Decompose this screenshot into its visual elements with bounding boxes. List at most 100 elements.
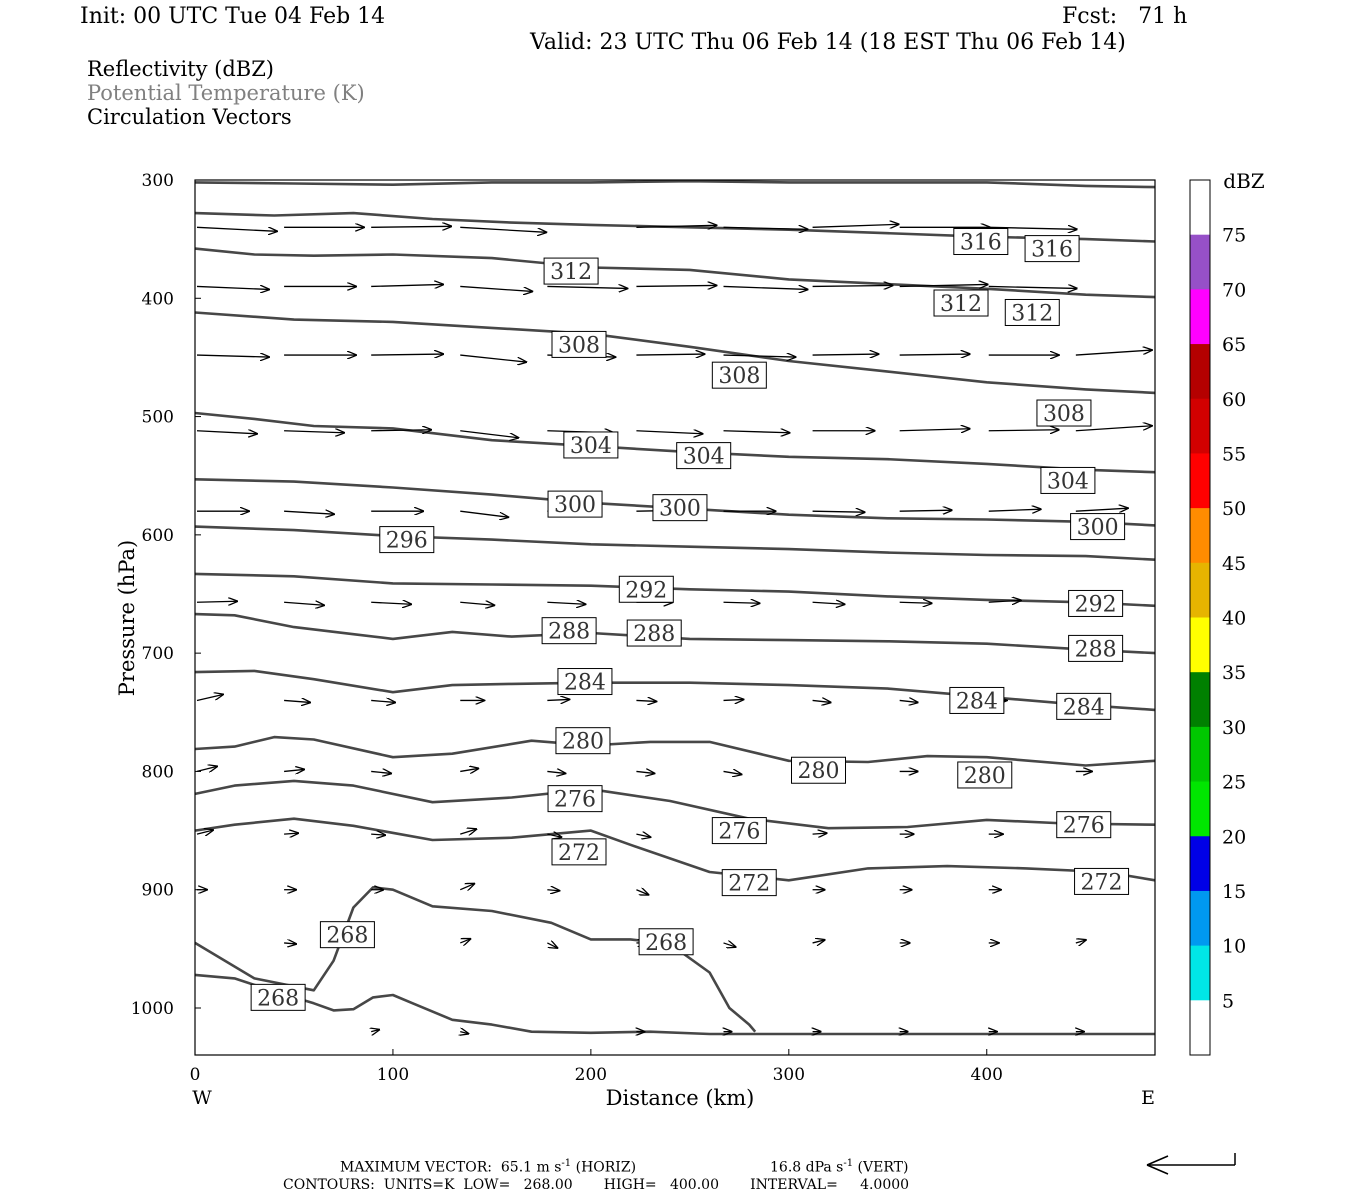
wind-vector [196,830,213,834]
colorbar-level-label: 55 [1222,443,1246,465]
wind-vector [284,769,304,771]
wind-vector [988,227,1077,229]
contour-label: 304 [563,431,619,459]
y-tick-label: 300 [142,171,174,191]
contour-label-text: 296 [386,529,428,554]
wind-vector [723,602,760,603]
wind-vector [547,286,627,288]
wind-vector [196,355,269,357]
wind-vector [547,890,559,891]
wind-vector [988,430,1059,431]
wind-vector [460,602,494,605]
contour-label-text: 284 [956,689,998,714]
wind-vector [371,771,391,773]
wind-vector [636,285,716,286]
contour-label: 308 [1036,399,1092,427]
contour-label: 284 [949,686,1005,714]
reflectivity-colorbar: 5 10 15 20 25 30 35 40 45 50 55 60 65 70 75 [1189,179,1246,1056]
theta-contour-line [194,247,1156,299]
theta-contour-line [194,735,1156,767]
wind-vector [196,226,277,231]
wind-vector [460,1032,468,1034]
contour-label: 312 [543,257,599,285]
colorbar-segment [1190,453,1210,509]
wind-vector [723,227,808,229]
colorbar-level-label: 15 [1222,881,1246,903]
wind-vector [371,354,443,355]
contour-label-text: 268 [257,986,299,1011]
wind-vector [899,429,970,431]
x-axis-west-label: W [192,1087,212,1109]
contour-label: 312 [1004,298,1060,326]
contour-label-text: 284 [564,671,606,696]
max-vector-text: MAXIMUM VECTOR: 65.1 m s-1 (HORIZ) [340,1158,636,1176]
wind-vector [723,286,808,289]
forecast-hour: Fcst: 71 h [1062,4,1188,29]
wind-vector [371,1030,379,1032]
theta-contour-line [194,779,1156,830]
contour-label-text: 312 [1011,301,1053,326]
contour-label: 308 [711,361,767,389]
contour-label: 280 [791,756,847,784]
wind-vector [196,431,257,434]
contours-info: CONTOURS: UNITS=K LOW= 268.00 HIGH= 400.… [283,1177,910,1193]
contour-labels: 316 316 312 312 312 308 308 308 304 304 304 300 300 3… [250,228,1130,1011]
colorbar-segment [1190,344,1210,400]
contour-label-text: 276 [718,820,760,845]
wind-vector [988,286,1077,288]
wind-vector [371,284,443,286]
colorbar-level-label: 25 [1222,772,1246,794]
contour-label: 300 [1070,513,1126,541]
contour-label: 272 [721,869,777,897]
y-tick-label: 700 [142,644,174,664]
wind-vector [371,602,411,604]
wind-vector [636,700,656,701]
contour-label: 284 [1056,692,1112,720]
y-tick-label: 900 [142,881,174,901]
wind-vector [196,601,237,602]
max-vector-exponent: -1 [561,1158,572,1169]
contour-label: 292 [1068,589,1124,617]
legend-potential-temperature: Potential Temperature (K) [87,81,365,105]
colorbar-level-label: 45 [1222,553,1246,575]
wind-vector [812,700,831,702]
wind-vector [988,600,1021,602]
contour-label: 276 [1056,811,1112,839]
circulation-vectors [196,224,1152,1034]
valid-time: Valid: 23 UTC Thu 06 Feb 14 (18 EST Thu … [530,30,1126,55]
contour-label: 276 [711,817,767,845]
wind-vector [371,834,385,835]
colorbar-segment [1190,836,1210,892]
colorbar-segment [1190,562,1210,618]
contour-label-text: 300 [659,497,701,522]
contour-label-text: 292 [1075,592,1117,617]
wind-vector [636,354,704,355]
wind-vector [636,431,702,434]
plot-axes [194,179,1156,1056]
wind-vector [460,226,546,232]
wind-vector [460,768,478,771]
wind-vector [371,430,431,431]
wind-vector [636,771,654,773]
contour-label: 268 [319,921,375,949]
wind-vector [460,285,532,291]
colorbar-segment [1190,781,1210,837]
contour-label: 300 [547,490,603,518]
contour-label: 300 [652,494,708,522]
contour-label-text: 300 [1077,516,1119,541]
x-axis-ticks: 0 100 200 300 400 [190,1049,1003,1085]
wind-vector [1075,940,1086,943]
colorbar-segment [1190,289,1210,345]
wind-vector [812,833,827,834]
wind-vector [547,602,585,604]
wind-vector [460,939,470,943]
contour-label-text: 292 [625,578,667,603]
wind-vector [196,766,217,771]
wind-vector [636,890,648,895]
colorbar-title: dBZ [1223,169,1265,193]
contour-label-text: 288 [548,620,590,645]
contour-label-text: 288 [633,622,675,647]
contour-label: 280 [555,727,611,755]
contour-label-text: 304 [683,445,725,470]
